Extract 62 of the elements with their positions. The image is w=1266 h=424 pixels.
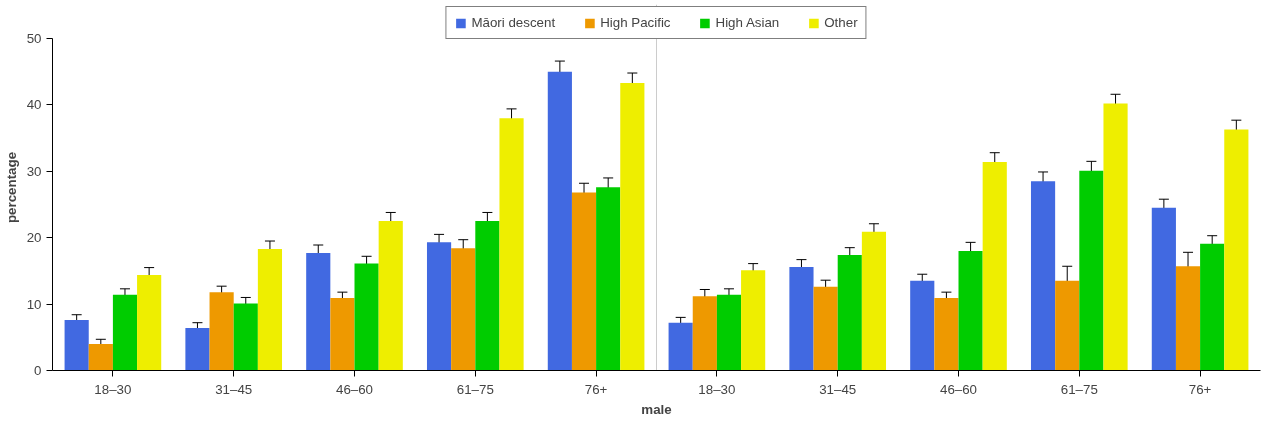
bar (1151, 207, 1176, 371)
bar (426, 242, 452, 371)
bar (209, 292, 234, 371)
bar (692, 296, 717, 371)
x-tick-label: 61–75 (456, 381, 494, 397)
x-tick-label: 46–60 (939, 381, 978, 397)
y-tick-label: 20 (26, 230, 42, 246)
bar (789, 266, 814, 371)
bar (64, 320, 89, 371)
bar (861, 231, 887, 371)
bar (1224, 129, 1249, 371)
x-tick-label: 18–30 (94, 381, 132, 397)
bar (837, 254, 862, 371)
x-tick-label: 46–60 (335, 381, 374, 397)
bar (571, 192, 597, 371)
bar (88, 343, 113, 371)
y-tick-label: 50 (26, 31, 42, 46)
bar (1175, 266, 1201, 371)
bar (499, 118, 524, 371)
bar (982, 162, 1007, 371)
bar (668, 322, 693, 371)
bar (1079, 170, 1104, 371)
y-tick-label: 0 (34, 363, 42, 378)
legend-label: Māori descent (471, 15, 556, 30)
bar (620, 82, 645, 371)
bar (1103, 103, 1128, 371)
x-tick-label: 76+ (584, 381, 608, 397)
y-tick-label: 10 (26, 296, 42, 312)
bar (112, 294, 138, 371)
bar (354, 263, 379, 371)
bar (910, 280, 935, 371)
bar (451, 248, 476, 371)
bar (306, 252, 331, 371)
y-tick-label: 30 (26, 163, 42, 179)
x-tick-label: 31–45 (215, 381, 253, 397)
bar (185, 328, 210, 371)
x-axis-title: male (641, 401, 672, 417)
bar (596, 187, 621, 371)
y-axis-title: percentage (3, 151, 19, 224)
bar (257, 248, 283, 371)
legend-label: High Asian (715, 15, 780, 30)
x-tick-label: 61–75 (1060, 381, 1098, 397)
bar (1055, 280, 1080, 371)
legend-label: Other (824, 15, 858, 30)
x-tick-label: 31–45 (819, 381, 857, 397)
bar (1030, 181, 1056, 371)
legend-label: High Pacific (600, 15, 671, 30)
bar (958, 250, 983, 371)
y-tick-label: 40 (26, 97, 42, 113)
bar (547, 71, 572, 371)
bar (1200, 243, 1225, 371)
bar (813, 286, 838, 371)
bar (378, 221, 403, 371)
bar (137, 274, 162, 371)
bar (934, 298, 959, 371)
x-tick-label: 18–30 (698, 381, 736, 397)
bar (741, 270, 766, 371)
bar (233, 303, 258, 371)
bar (330, 298, 355, 371)
x-tick-label: 76+ (1188, 381, 1212, 397)
bar (475, 221, 500, 371)
bar (716, 294, 742, 371)
